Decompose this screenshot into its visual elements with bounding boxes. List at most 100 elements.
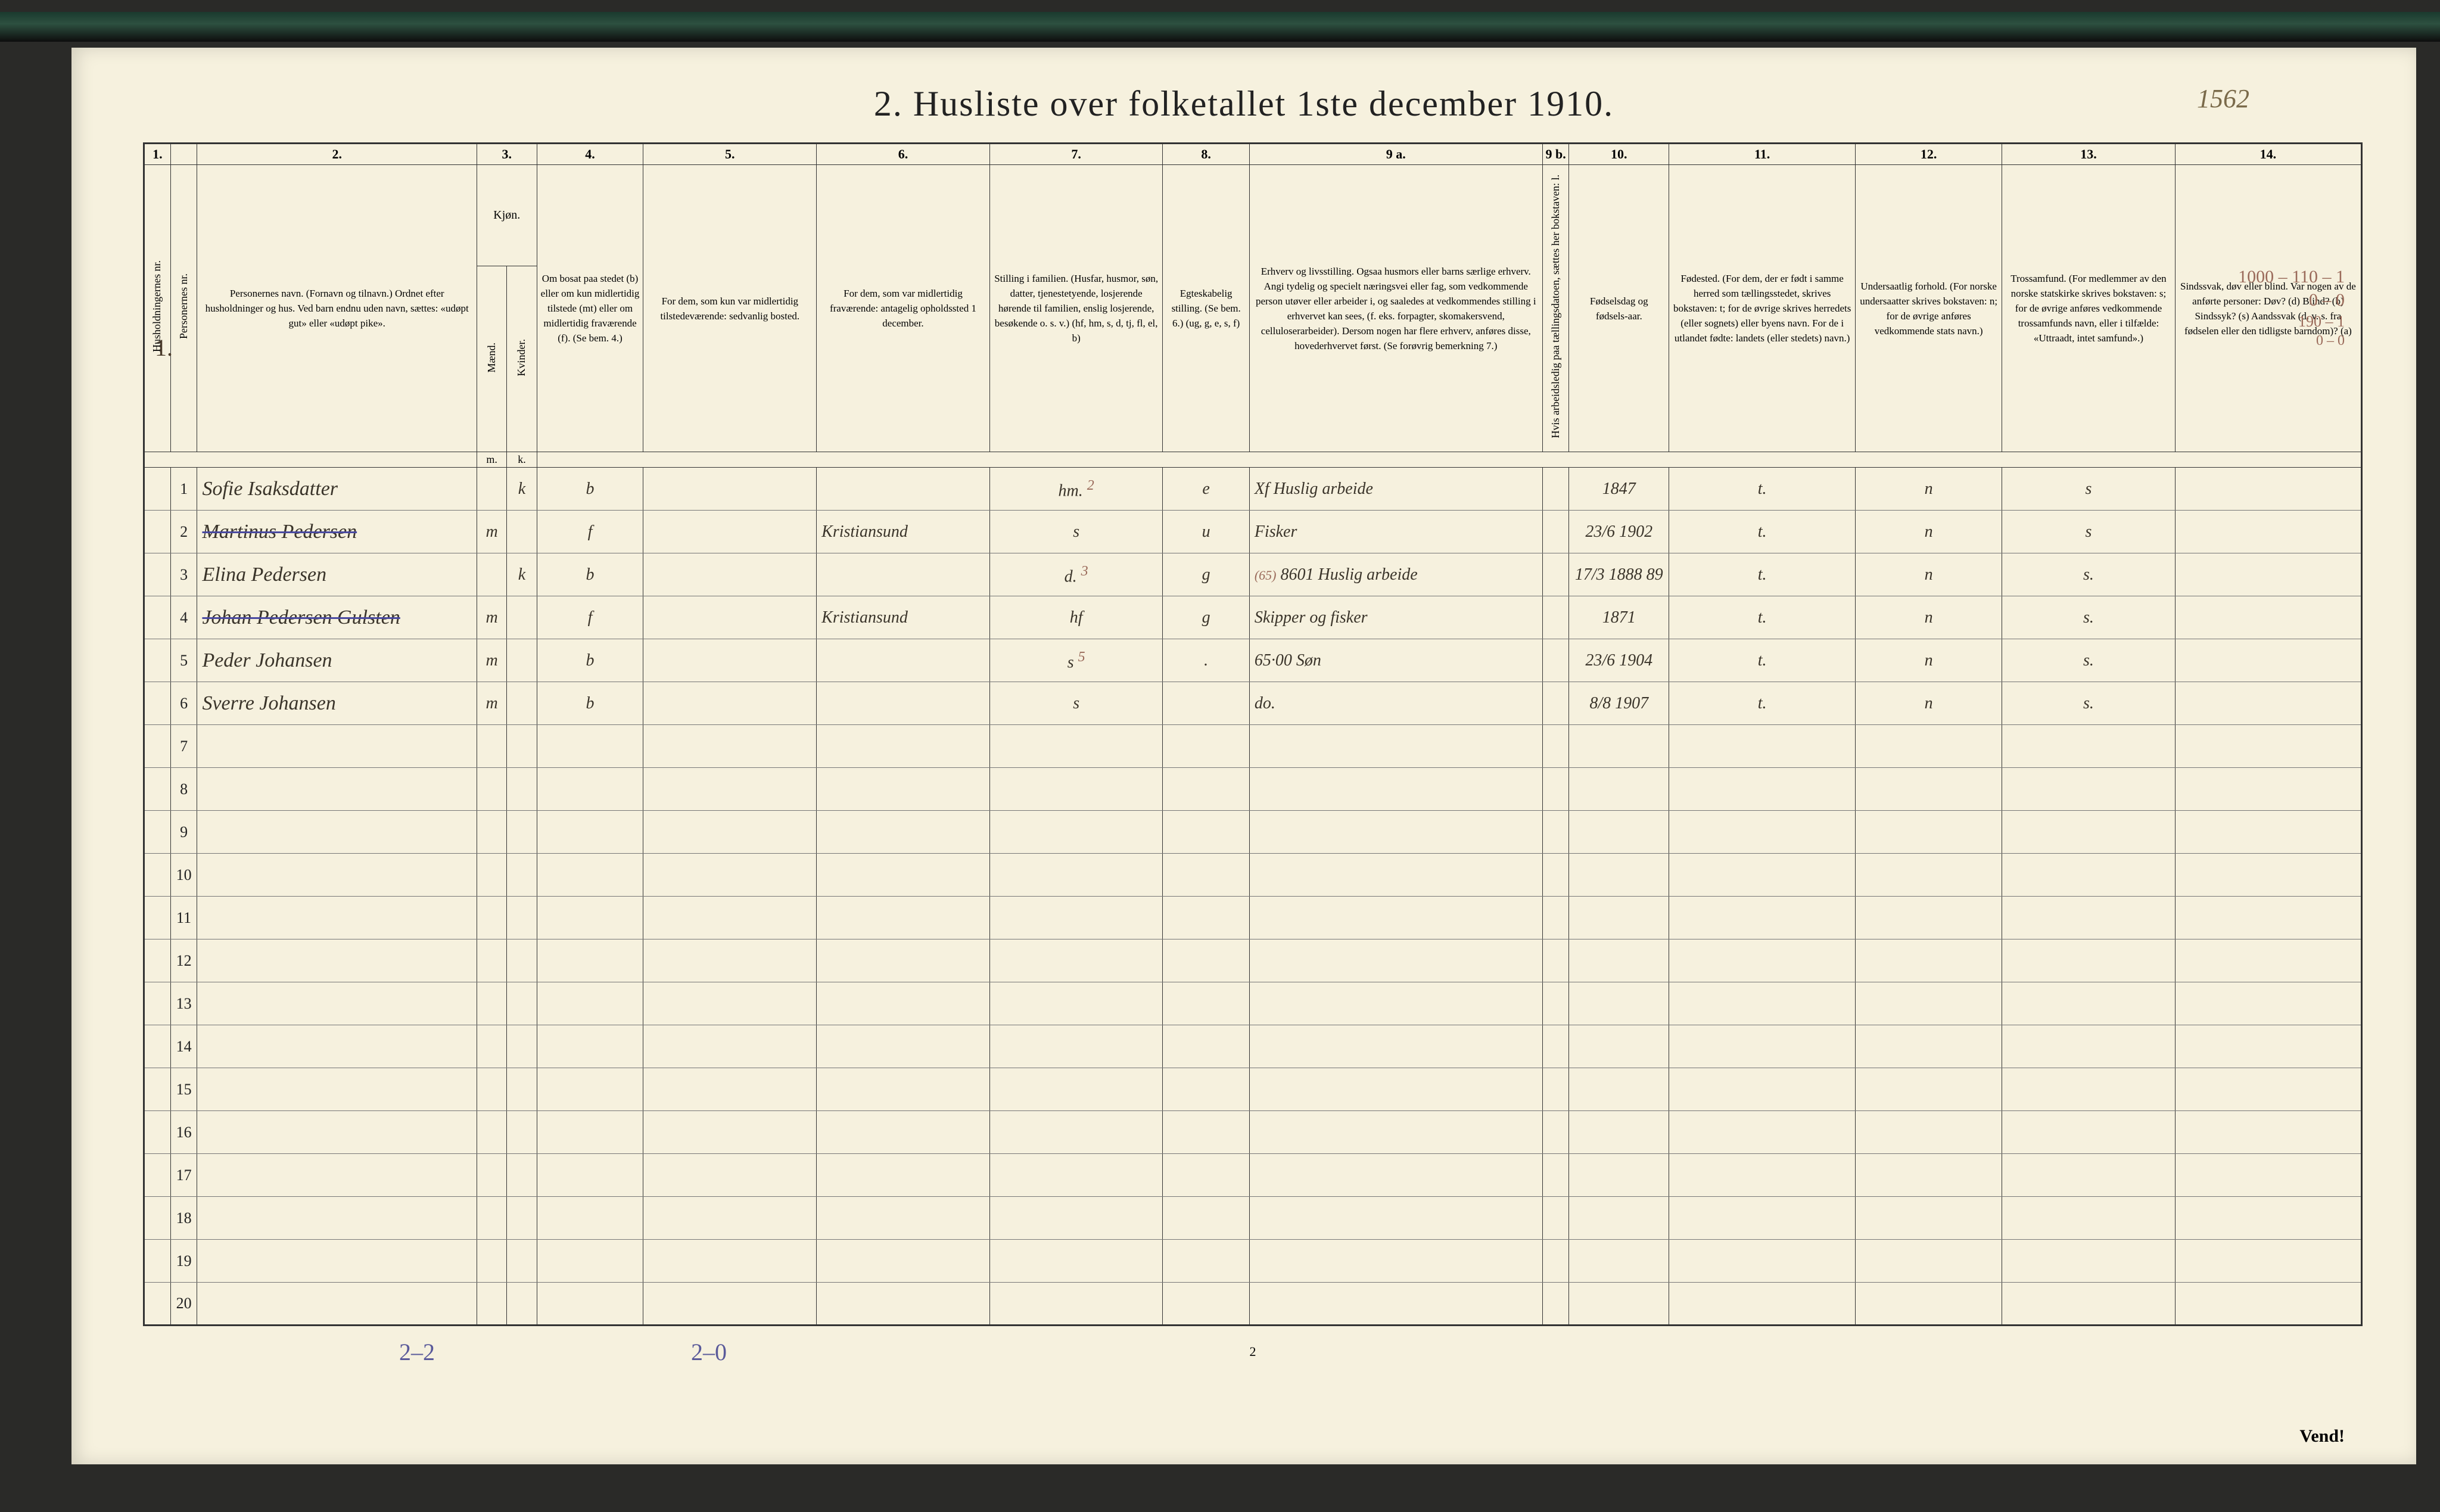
cell-occ <box>1249 768 1542 811</box>
cell-unemp <box>1542 1154 1569 1197</box>
cell-fam: hf <box>989 596 1163 639</box>
cell-mt <box>643 1025 817 1068</box>
cell-unemp <box>1542 1068 1569 1111</box>
table-row: 13 <box>144 982 2362 1025</box>
cell-civil: . <box>1163 639 1249 682</box>
cell-residence <box>537 1025 643 1068</box>
h-unemployed: Hvis arbeidsledig paa tællingsdatoen, sæ… <box>1542 165 1569 452</box>
cell-household-no <box>144 511 171 553</box>
cell-mf <box>817 811 990 854</box>
cell-household-no <box>144 725 171 768</box>
cell-unemp <box>1542 639 1569 682</box>
table-row: 20 <box>144 1283 2362 1326</box>
cell-sex-k <box>507 1283 537 1326</box>
cell-birthplace <box>1669 1240 1856 1283</box>
cell-dis <box>2175 1068 2361 1111</box>
cell-mt <box>643 939 817 982</box>
cell-person-no: 13 <box>170 982 197 1025</box>
header-sex-foot: m. k. <box>144 452 2362 468</box>
cell-person-no: 3 <box>170 553 197 596</box>
hn-10: 10. <box>1569 144 1669 165</box>
cell-mf <box>817 639 990 682</box>
census-table: 1. 2. 3. 4. 5. 6. 7. 8. 9 a. 9 b. 10. 11… <box>143 142 2363 1326</box>
cell-name <box>197 1154 477 1197</box>
cell-sex-k <box>507 854 537 897</box>
cell-unemp <box>1542 1111 1569 1154</box>
cell-dis <box>2175 811 2361 854</box>
cell-dis <box>2175 596 2361 639</box>
cell-birth <box>1569 768 1669 811</box>
cell-birth <box>1569 1197 1669 1240</box>
cell-occ <box>1249 854 1542 897</box>
cell-person-no: 9 <box>170 811 197 854</box>
cell-sex-k <box>507 939 537 982</box>
cell-mt <box>643 1283 817 1326</box>
cell-name <box>197 1283 477 1326</box>
cell-mt <box>643 1240 817 1283</box>
cell-mf <box>817 854 990 897</box>
cell-rel <box>2002 982 2176 1025</box>
cell-sex-k <box>507 682 537 725</box>
cell-occ <box>1249 982 1542 1025</box>
cell-fam <box>989 982 1163 1025</box>
cell-name: Elina Pedersen <box>197 553 477 596</box>
cell-household-no <box>144 897 171 939</box>
table-row: 7 <box>144 725 2362 768</box>
cell-nat <box>1856 1111 2002 1154</box>
scanner-top-strip <box>0 12 2440 42</box>
hn-1: 1. <box>144 144 171 165</box>
cell-mt <box>643 811 817 854</box>
cell-birthplace: t. <box>1669 553 1856 596</box>
cell-dis <box>2175 854 2361 897</box>
cell-mt <box>643 596 817 639</box>
cell-sex-m: m <box>477 682 507 725</box>
cell-occ <box>1249 1197 1542 1240</box>
margin-line-2: 0 – 0 <box>2238 288 2345 312</box>
cell-person-no: 10 <box>170 854 197 897</box>
vend-label: Vend! <box>2299 1426 2345 1446</box>
cell-unemp <box>1542 854 1569 897</box>
cell-civil <box>1163 1154 1249 1197</box>
cell-civil: u <box>1163 511 1249 553</box>
cell-sex-k <box>507 639 537 682</box>
cell-residence <box>537 811 643 854</box>
cell-mf <box>817 725 990 768</box>
cell-residence <box>537 897 643 939</box>
cell-sex-k <box>507 1025 537 1068</box>
cell-name <box>197 811 477 854</box>
cell-sex-m <box>477 854 507 897</box>
cell-mf <box>817 939 990 982</box>
cell-person-no: 17 <box>170 1154 197 1197</box>
cell-birthplace <box>1669 982 1856 1025</box>
cell-birthplace <box>1669 897 1856 939</box>
cell-mt <box>643 1197 817 1240</box>
cell-rel <box>2002 1154 2176 1197</box>
cell-birthplace <box>1669 768 1856 811</box>
cell-name <box>197 725 477 768</box>
cell-person-no: 5 <box>170 639 197 682</box>
cell-birth: 17/3 1888 89 <box>1569 553 1669 596</box>
cell-sex-m <box>477 1111 507 1154</box>
cell-birthplace <box>1669 1283 1856 1326</box>
cell-rel: s. <box>2002 596 2176 639</box>
cell-mf <box>817 1283 990 1326</box>
page-wrap: 2. Husliste over folketallet 1ste decemb… <box>0 12 2440 1500</box>
hn-2: 2. <box>197 144 477 165</box>
cell-name <box>197 1197 477 1240</box>
cell-rel <box>2002 854 2176 897</box>
cell-rel: s. <box>2002 639 2176 682</box>
cell-birth <box>1569 1154 1669 1197</box>
cell-birth <box>1569 725 1669 768</box>
cell-dis <box>2175 1197 2361 1240</box>
cell-dis <box>2175 1240 2361 1283</box>
cell-nat <box>1856 897 2002 939</box>
cell-mt <box>643 682 817 725</box>
cell-residence: b <box>537 639 643 682</box>
cell-dis <box>2175 897 2361 939</box>
cell-birth <box>1569 939 1669 982</box>
cell-household-no <box>144 811 171 854</box>
cell-birthplace <box>1669 854 1856 897</box>
title-row: 2. Husliste over folketallet 1ste decemb… <box>71 48 2416 142</box>
cell-fam <box>989 768 1163 811</box>
table-row: 15 <box>144 1068 2362 1111</box>
